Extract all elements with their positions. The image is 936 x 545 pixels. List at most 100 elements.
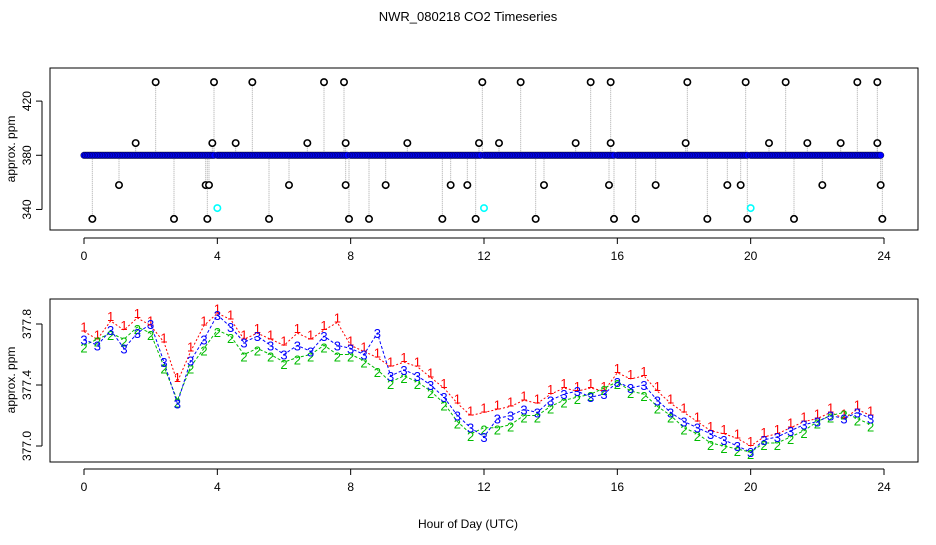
series-3-marker: 3 bbox=[267, 338, 274, 353]
panel1-y-label: approx. ppm bbox=[4, 116, 18, 183]
series-3-marker: 3 bbox=[120, 341, 127, 356]
outlier-bottom-point bbox=[203, 214, 212, 223]
series-2-marker: 2 bbox=[787, 432, 794, 447]
series-3-marker: 3 bbox=[454, 409, 461, 424]
outlier-low-point bbox=[341, 181, 350, 190]
series-1-marker: 1 bbox=[814, 407, 821, 422]
series-1-marker: 1 bbox=[334, 310, 341, 325]
series-1-marker: 1 bbox=[160, 330, 167, 345]
outlier-high-point bbox=[248, 78, 257, 87]
series-1-marker: 1 bbox=[507, 394, 514, 409]
calibration-point bbox=[213, 204, 222, 213]
outlier-high-point bbox=[516, 78, 525, 87]
series-3-line bbox=[83, 314, 871, 453]
series-1-marker: 1 bbox=[107, 309, 114, 324]
series-1-marker: 1 bbox=[440, 376, 447, 391]
series-3-marker: 3 bbox=[627, 381, 634, 396]
series-3-marker: 3 bbox=[840, 412, 847, 427]
series-1-marker: 1 bbox=[520, 388, 527, 403]
series-3-marker: 3 bbox=[774, 430, 781, 445]
series-1-marker: 1 bbox=[240, 327, 247, 342]
series-2-marker: 2 bbox=[560, 395, 567, 410]
series-3-marker: 3 bbox=[440, 390, 447, 405]
series-2-marker: 2 bbox=[147, 328, 154, 343]
series-1-marker: 1 bbox=[587, 376, 594, 391]
outlier-mid-point bbox=[836, 139, 845, 148]
series-1-marker: 1 bbox=[467, 404, 474, 419]
series-2-marker: 2 bbox=[347, 350, 354, 365]
calibration-point bbox=[746, 204, 755, 213]
series-3-marker: 3 bbox=[760, 433, 767, 448]
series-3-marker: 3 bbox=[374, 326, 381, 341]
series-1-marker: 1 bbox=[560, 376, 567, 391]
series-3-marker: 3 bbox=[294, 338, 301, 353]
outlier-low-point bbox=[381, 181, 390, 190]
outlier-bottom-point bbox=[703, 214, 712, 223]
series-3-marker: 3 bbox=[347, 341, 354, 356]
series-1-marker: 1 bbox=[80, 320, 87, 335]
series-1-marker: 1 bbox=[94, 327, 101, 342]
series-1-marker: 1 bbox=[654, 379, 661, 394]
series-2-marker: 2 bbox=[694, 429, 701, 444]
series-3-marker: 3 bbox=[814, 415, 821, 430]
series-1-marker: 1 bbox=[534, 391, 541, 406]
series-2-marker: 2 bbox=[307, 350, 314, 365]
series-1-marker: 1 bbox=[427, 365, 434, 380]
series-2-marker: 2 bbox=[187, 362, 194, 377]
series-2-marker: 2 bbox=[760, 438, 767, 453]
series-1-marker: 1 bbox=[414, 355, 421, 370]
series-2-marker: 2 bbox=[214, 325, 221, 340]
series-2-marker: 2 bbox=[494, 423, 501, 438]
series-2-marker: 2 bbox=[160, 362, 167, 377]
series-1-marker: 1 bbox=[747, 434, 754, 449]
series-1-marker: 1 bbox=[387, 355, 394, 370]
series-2-marker: 2 bbox=[840, 407, 847, 422]
series-2-marker: 2 bbox=[600, 383, 607, 398]
series-3-marker: 3 bbox=[547, 393, 554, 408]
series-2-marker: 2 bbox=[334, 350, 341, 365]
series-3-marker: 3 bbox=[747, 445, 754, 460]
series-2-marker: 2 bbox=[467, 429, 474, 444]
outlier-mid-point bbox=[494, 139, 503, 148]
series-2-marker: 2 bbox=[134, 322, 141, 337]
series-3-marker: 3 bbox=[587, 390, 594, 405]
outlier-bottom-point bbox=[631, 214, 640, 223]
series-3-marker: 3 bbox=[507, 409, 514, 424]
series-2-marker: 2 bbox=[640, 389, 647, 404]
outlier-bottom-point bbox=[878, 214, 887, 223]
series-2-marker: 2 bbox=[294, 353, 301, 368]
series-2-marker: 2 bbox=[267, 350, 274, 365]
series-1-marker: 1 bbox=[627, 367, 634, 382]
outlier-high-point bbox=[586, 78, 595, 87]
series-1-line bbox=[83, 312, 871, 447]
series-3-marker: 3 bbox=[867, 412, 874, 427]
outlier-low-point bbox=[651, 181, 660, 190]
series-3-marker: 3 bbox=[467, 421, 474, 436]
series-1-marker: 1 bbox=[734, 426, 741, 441]
outlier-low-point bbox=[284, 181, 293, 190]
series-3-marker: 3 bbox=[707, 427, 714, 442]
outlier-low-point bbox=[876, 181, 885, 190]
outlier-high-point bbox=[339, 78, 348, 87]
series-1-marker: 1 bbox=[600, 379, 607, 394]
outlier-bottom-point bbox=[438, 214, 447, 223]
outlier-high-point bbox=[210, 78, 219, 87]
series-2-marker: 2 bbox=[507, 420, 514, 435]
outlier-low-point bbox=[736, 181, 745, 190]
series-1-marker: 1 bbox=[574, 379, 581, 394]
outlier-low-point bbox=[604, 181, 613, 190]
panel2-frame bbox=[49, 298, 919, 463]
series-1-marker: 1 bbox=[320, 318, 327, 333]
series-1-marker: 1 bbox=[480, 400, 487, 415]
outlier-mid-point bbox=[131, 139, 140, 148]
outlier-bottom-point bbox=[789, 214, 798, 223]
series-3-marker: 3 bbox=[94, 338, 101, 353]
series-2-marker: 2 bbox=[627, 386, 634, 401]
outlier-mid-point bbox=[873, 139, 882, 148]
outlier-low-point bbox=[723, 181, 732, 190]
series-3-marker: 3 bbox=[227, 320, 234, 335]
series-3-marker: 3 bbox=[560, 387, 567, 402]
series-2-marker: 2 bbox=[667, 411, 674, 426]
outlier-bottom-point bbox=[344, 214, 353, 223]
